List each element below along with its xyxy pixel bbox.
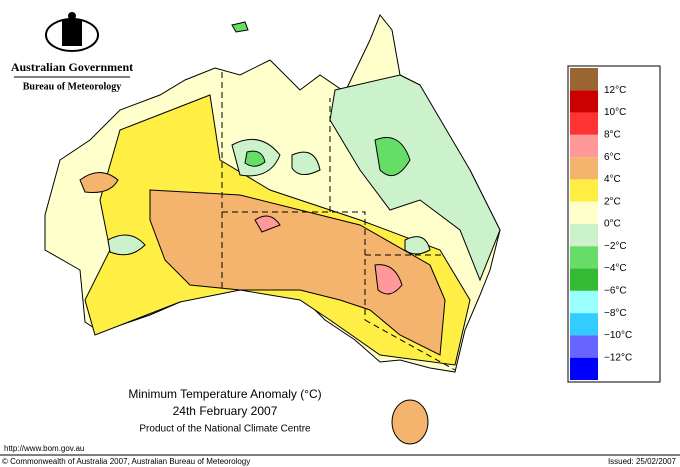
legend-label: 12°C — [604, 85, 626, 96]
legend-label: −2°C — [604, 241, 627, 252]
legend-swatch — [570, 335, 598, 358]
legend-swatch — [570, 246, 598, 269]
legend-label: −10°C — [604, 330, 632, 341]
map-date: 24th February 2007 — [173, 404, 278, 418]
legend-swatch — [570, 179, 598, 202]
legend-swatch — [570, 68, 598, 91]
bureau-name: Bureau of Meteorology — [23, 81, 122, 92]
legend-label: −8°C — [604, 308, 627, 319]
legend-swatch — [570, 290, 598, 314]
legend-swatch — [570, 224, 598, 247]
legend-label: 8°C — [604, 129, 621, 140]
legend-label: 0°C — [604, 219, 621, 230]
australia-map — [44, 14, 501, 445]
map-credit: Product of the National Climate Centre — [139, 424, 311, 435]
footer-issued: Issued: 25/02/2007 — [608, 457, 677, 466]
legend-label: 10°C — [604, 107, 626, 118]
footer-url: http://www.bom.gov.au — [4, 444, 84, 453]
legend-swatch — [570, 313, 598, 336]
legend-swatch — [570, 357, 598, 380]
legend-label: −12°C — [604, 352, 632, 363]
legend-label: 4°C — [604, 174, 621, 185]
legend-swatch — [570, 90, 598, 113]
legend-swatch — [570, 112, 598, 135]
footer-copyright: © Commonwealth of Australia 2007, Austra… — [2, 457, 250, 466]
legend: 12°C 10°C 8°C 6°C 4°C 2°C 0°C −2°C −4°C −6°C −8°C −… — [567, 65, 661, 383]
legend-swatch — [570, 201, 598, 224]
government-name: Australian Government — [11, 60, 133, 74]
crest — [45, 12, 99, 52]
legend-swatch — [570, 157, 598, 180]
legend-swatch — [570, 268, 598, 291]
legend-label: −4°C — [604, 263, 627, 274]
legend-label: −6°C — [604, 285, 627, 296]
legend-swatch — [570, 134, 598, 158]
legend-label: 2°C — [604, 196, 621, 207]
map-title: Minimum Temperature Anomaly (°C) — [128, 387, 321, 401]
legend-label: 6°C — [604, 152, 621, 163]
